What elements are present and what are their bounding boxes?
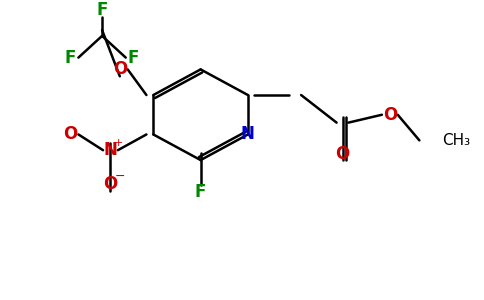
- Text: N: N: [103, 141, 117, 159]
- Text: N: N: [241, 125, 255, 143]
- Text: O: O: [113, 60, 127, 78]
- Text: O: O: [335, 145, 349, 163]
- Text: O: O: [103, 175, 117, 193]
- Text: +: +: [114, 138, 123, 148]
- Text: F: F: [128, 49, 139, 67]
- Text: F: F: [96, 1, 108, 19]
- Text: F: F: [195, 183, 206, 201]
- Text: O: O: [63, 125, 77, 143]
- Text: O: O: [383, 106, 397, 124]
- Text: F: F: [65, 49, 76, 67]
- Text: −: −: [115, 170, 125, 183]
- Text: CH₃: CH₃: [442, 133, 470, 148]
